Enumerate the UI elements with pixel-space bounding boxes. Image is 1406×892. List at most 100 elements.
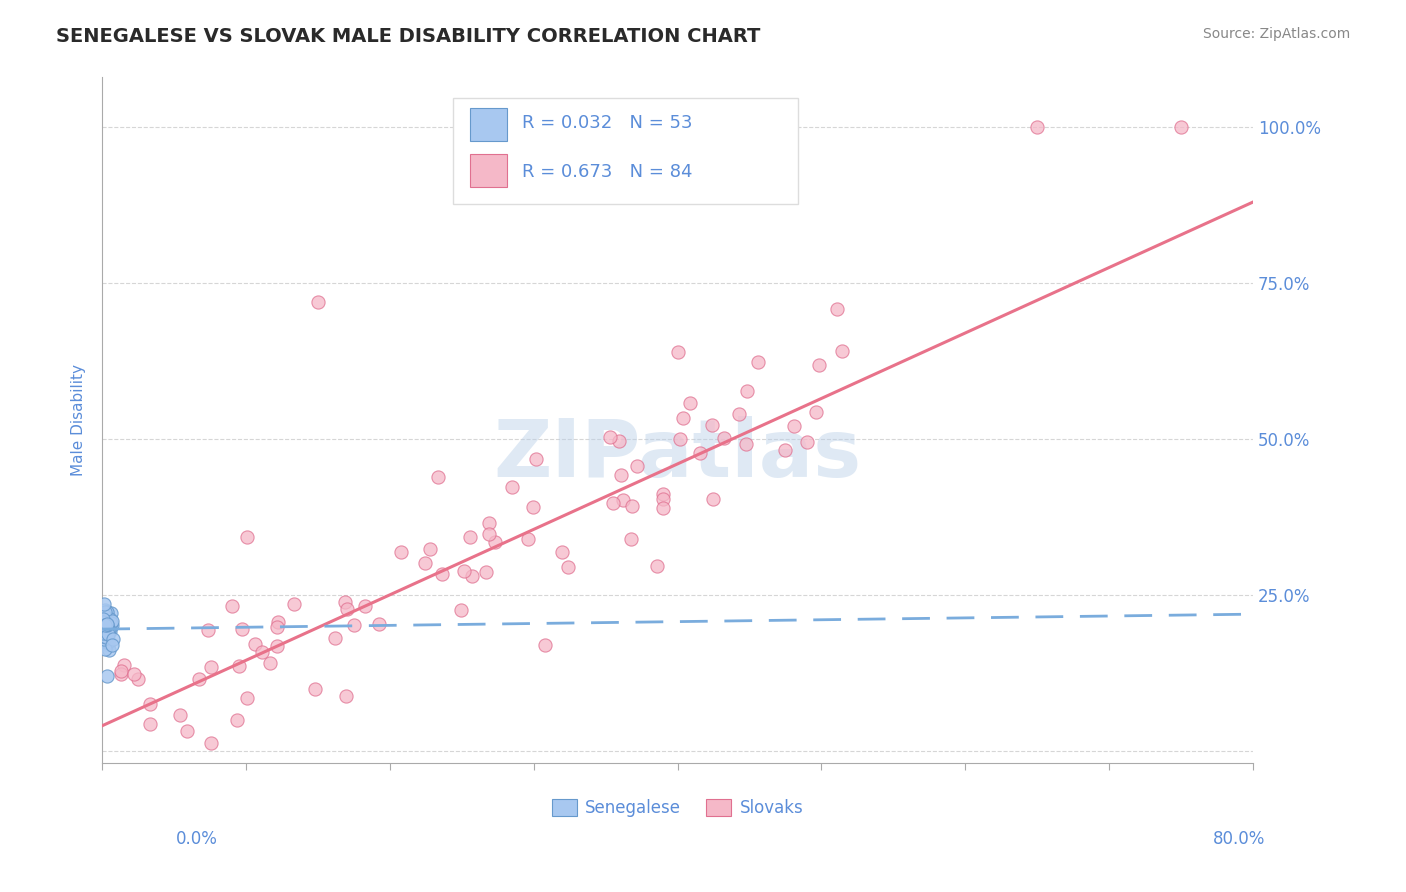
Point (610, 468, 633, 483)
Point (501, 480, 523, 494)
Point (645, 559, 668, 574)
Point (652, 491, 675, 506)
Point (96, 623, 118, 637)
Point (98, 612, 121, 626)
Point (101, 632, 124, 646)
Point (419, 542, 441, 557)
Point (100, 606, 122, 620)
Point (97, 623, 120, 637)
Point (831, 344, 853, 359)
Point (323, 632, 346, 646)
Point (307, 294, 329, 309)
Point (100, 619, 122, 633)
Y-axis label: Male Disability: Male Disability (72, 364, 86, 476)
Point (98, 643, 121, 657)
Point (599, 430, 621, 444)
Text: Source: ZipAtlas.com: Source: ZipAtlas.com (1202, 27, 1350, 41)
Point (197, 624, 219, 638)
Point (94, 626, 117, 640)
Point (91, 629, 114, 643)
Point (94, 617, 117, 632)
Point (534, 638, 557, 652)
Point (430, 566, 453, 581)
Point (93, 632, 115, 647)
FancyBboxPatch shape (471, 154, 508, 187)
Point (96, 617, 118, 632)
Point (94, 642, 117, 657)
Point (91, 626, 114, 640)
Point (101, 618, 124, 632)
Point (266, 639, 288, 653)
Point (228, 659, 250, 673)
Point (796, 435, 818, 450)
Point (804, 405, 827, 419)
Point (236, 691, 259, 706)
Point (259, 657, 281, 671)
Point (97, 623, 120, 637)
Point (96, 616, 118, 631)
Point (93, 597, 115, 611)
Point (96, 605, 118, 619)
Point (354, 599, 377, 613)
Point (713, 431, 735, 445)
Point (478, 526, 501, 541)
Point (200, 660, 222, 674)
Point (626, 458, 648, 473)
Point (266, 620, 288, 634)
Point (112, 658, 135, 673)
Point (96, 608, 118, 623)
Point (607, 434, 630, 449)
Point (98, 624, 121, 639)
Point (250, 644, 273, 658)
Point (267, 615, 290, 629)
FancyBboxPatch shape (453, 98, 799, 204)
Point (94, 617, 117, 632)
Point (602, 495, 624, 509)
Point (91, 615, 114, 629)
Point (110, 664, 132, 678)
Point (91, 625, 114, 640)
Point (96, 625, 118, 640)
Point (94, 635, 117, 649)
Text: 0.0%: 0.0% (176, 830, 218, 847)
Point (335, 690, 357, 704)
Point (127, 673, 149, 687)
Point (522, 500, 544, 514)
Point (702, 491, 724, 506)
Point (475, 565, 498, 579)
Point (96, 669, 118, 683)
Point (478, 516, 501, 531)
Point (702, 417, 724, 432)
Text: R = 0.673   N = 84: R = 0.673 N = 84 (522, 163, 693, 181)
Point (93, 605, 115, 619)
Point (808, 359, 831, 373)
Point (389, 545, 412, 559)
FancyBboxPatch shape (471, 108, 508, 141)
Point (245, 637, 267, 651)
Point (94, 624, 117, 638)
Point (91, 621, 114, 635)
Point (450, 603, 472, 617)
Point (666, 344, 689, 359)
Point (283, 597, 305, 611)
Point (110, 667, 132, 681)
Point (551, 545, 574, 559)
Point (620, 499, 643, 513)
Point (226, 713, 249, 727)
Point (557, 560, 579, 574)
Point (735, 437, 758, 451)
Point (368, 617, 391, 632)
Point (101, 638, 124, 652)
Point (93, 607, 115, 622)
Point (93, 615, 115, 629)
Point (100, 615, 122, 630)
Point (169, 708, 191, 723)
Point (200, 736, 222, 750)
Point (97, 625, 120, 640)
Point (221, 599, 243, 613)
Point (231, 622, 253, 636)
Point (336, 601, 359, 615)
Point (96, 614, 118, 628)
Text: 80.0%: 80.0% (1213, 830, 1265, 847)
Point (652, 487, 675, 501)
